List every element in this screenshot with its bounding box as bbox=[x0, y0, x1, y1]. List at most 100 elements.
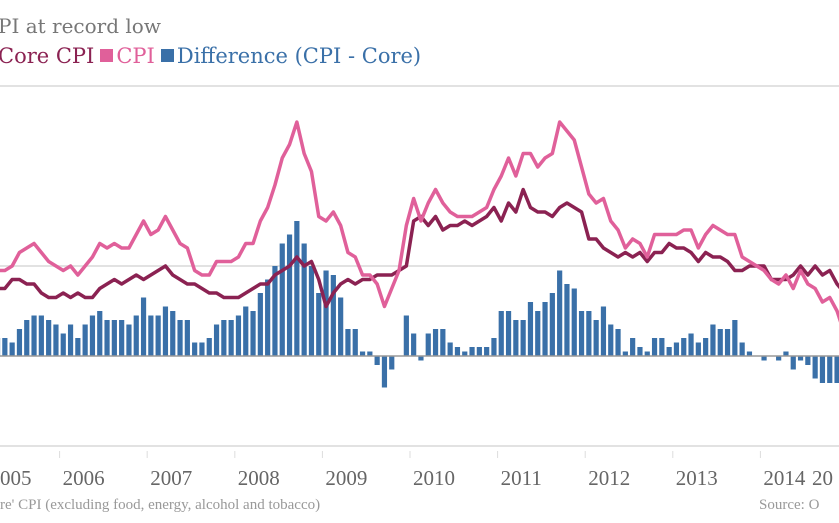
difference-bar bbox=[111, 320, 117, 356]
difference-bar bbox=[644, 351, 650, 356]
difference-bar bbox=[462, 351, 468, 356]
legend-cpi-swatch bbox=[100, 49, 114, 62]
x-tick-label: 2013 bbox=[676, 466, 718, 490]
difference-bar bbox=[257, 293, 263, 356]
x-tick-label: 2010 bbox=[413, 466, 455, 490]
difference-bar bbox=[535, 311, 541, 356]
difference-bar bbox=[688, 333, 694, 356]
x-tick-label: 20 bbox=[812, 466, 833, 490]
difference-bar bbox=[819, 356, 826, 383]
difference-bar bbox=[359, 351, 366, 356]
difference-bar bbox=[724, 329, 731, 356]
difference-bar bbox=[651, 338, 658, 356]
difference-bar bbox=[389, 356, 395, 370]
difference-bar bbox=[797, 356, 804, 361]
difference-bar bbox=[155, 315, 161, 356]
difference-bar bbox=[323, 270, 329, 356]
footer-note: re' CPI (excluding food, energy, alcohol… bbox=[0, 497, 321, 513]
difference-bar bbox=[272, 266, 278, 356]
difference-bar bbox=[630, 338, 636, 356]
footer-source: Source: O bbox=[759, 497, 820, 513]
x-tick-label: 2011 bbox=[501, 466, 542, 490]
difference-bar bbox=[484, 347, 490, 356]
difference-bar bbox=[9, 342, 15, 356]
difference-bar bbox=[695, 342, 701, 356]
difference-bar bbox=[104, 320, 110, 356]
difference-bar bbox=[192, 342, 198, 356]
difference-bar bbox=[75, 338, 81, 356]
difference-bar bbox=[265, 279, 271, 356]
difference-bar bbox=[221, 320, 227, 356]
difference-bar bbox=[67, 324, 74, 356]
difference-bar bbox=[213, 324, 220, 356]
difference-bar bbox=[381, 356, 388, 388]
difference-bar bbox=[622, 351, 628, 356]
legend-difference: Difference (CPI - Core) bbox=[176, 44, 422, 68]
legend-core-cpi: Core CPI bbox=[0, 44, 95, 68]
difference-bar bbox=[476, 347, 482, 356]
difference-bar bbox=[520, 320, 526, 356]
difference-bar bbox=[739, 342, 745, 356]
difference-bar bbox=[119, 320, 125, 356]
difference-bar bbox=[97, 311, 103, 356]
difference-bar bbox=[38, 315, 44, 356]
difference-bar bbox=[89, 315, 96, 356]
difference-bar bbox=[148, 315, 154, 356]
difference-bar bbox=[46, 320, 52, 356]
difference-bar bbox=[812, 356, 818, 379]
difference-bar bbox=[82, 324, 88, 356]
x-tick-label: 2007 bbox=[150, 466, 192, 490]
chart-title: PI at record low bbox=[0, 14, 161, 38]
difference-bar bbox=[279, 243, 285, 356]
difference-bar bbox=[454, 347, 461, 356]
difference-bar bbox=[53, 324, 59, 356]
core-cpi-line bbox=[0, 187, 839, 309]
difference-bar bbox=[60, 333, 66, 356]
difference-bar bbox=[316, 293, 322, 356]
difference-bar bbox=[673, 342, 680, 356]
difference-bar bbox=[549, 293, 555, 356]
difference-bar bbox=[140, 297, 147, 356]
x-tick-label: 005 bbox=[0, 466, 32, 490]
difference-bar bbox=[571, 288, 577, 356]
difference-bar bbox=[162, 306, 169, 356]
legend: Core CPI CPI Difference (CPI - Core) bbox=[0, 44, 421, 68]
difference-bar bbox=[681, 338, 687, 356]
difference-bar bbox=[710, 324, 716, 356]
x-tick-label: 2014 bbox=[763, 466, 806, 490]
difference-bar bbox=[732, 320, 738, 356]
difference-bar bbox=[425, 333, 431, 356]
difference-bar bbox=[834, 356, 839, 383]
difference-bar bbox=[600, 306, 607, 356]
difference-bar bbox=[578, 311, 585, 356]
difference-bar bbox=[527, 302, 534, 356]
difference-bar bbox=[440, 329, 446, 356]
difference-bar bbox=[206, 338, 212, 356]
difference-bar bbox=[761, 356, 767, 361]
x-tick-label: 2009 bbox=[325, 466, 367, 490]
difference-bar bbox=[345, 329, 351, 356]
difference-bar bbox=[790, 356, 796, 370]
difference-bar bbox=[608, 324, 614, 356]
difference-bar bbox=[418, 356, 424, 361]
difference-bar bbox=[294, 221, 300, 356]
difference-bar bbox=[126, 324, 132, 356]
x-tick-label: 2008 bbox=[238, 466, 280, 490]
legend-cpi: CPI bbox=[116, 44, 155, 68]
difference-bar bbox=[557, 270, 563, 356]
difference-bar bbox=[352, 329, 358, 356]
difference-bar bbox=[367, 351, 373, 356]
difference-bar bbox=[16, 329, 23, 356]
difference-bar bbox=[659, 338, 665, 356]
difference-bar bbox=[776, 356, 782, 361]
difference-bar bbox=[31, 315, 37, 356]
difference-bar bbox=[586, 311, 592, 356]
difference-bar bbox=[469, 347, 475, 356]
difference-bar bbox=[177, 320, 183, 356]
difference-bar bbox=[338, 297, 344, 356]
difference-bar bbox=[235, 315, 242, 356]
legend-difference-swatch bbox=[160, 49, 174, 62]
difference-bar bbox=[666, 347, 672, 356]
difference-bar bbox=[513, 320, 519, 356]
difference-bar bbox=[228, 320, 234, 356]
